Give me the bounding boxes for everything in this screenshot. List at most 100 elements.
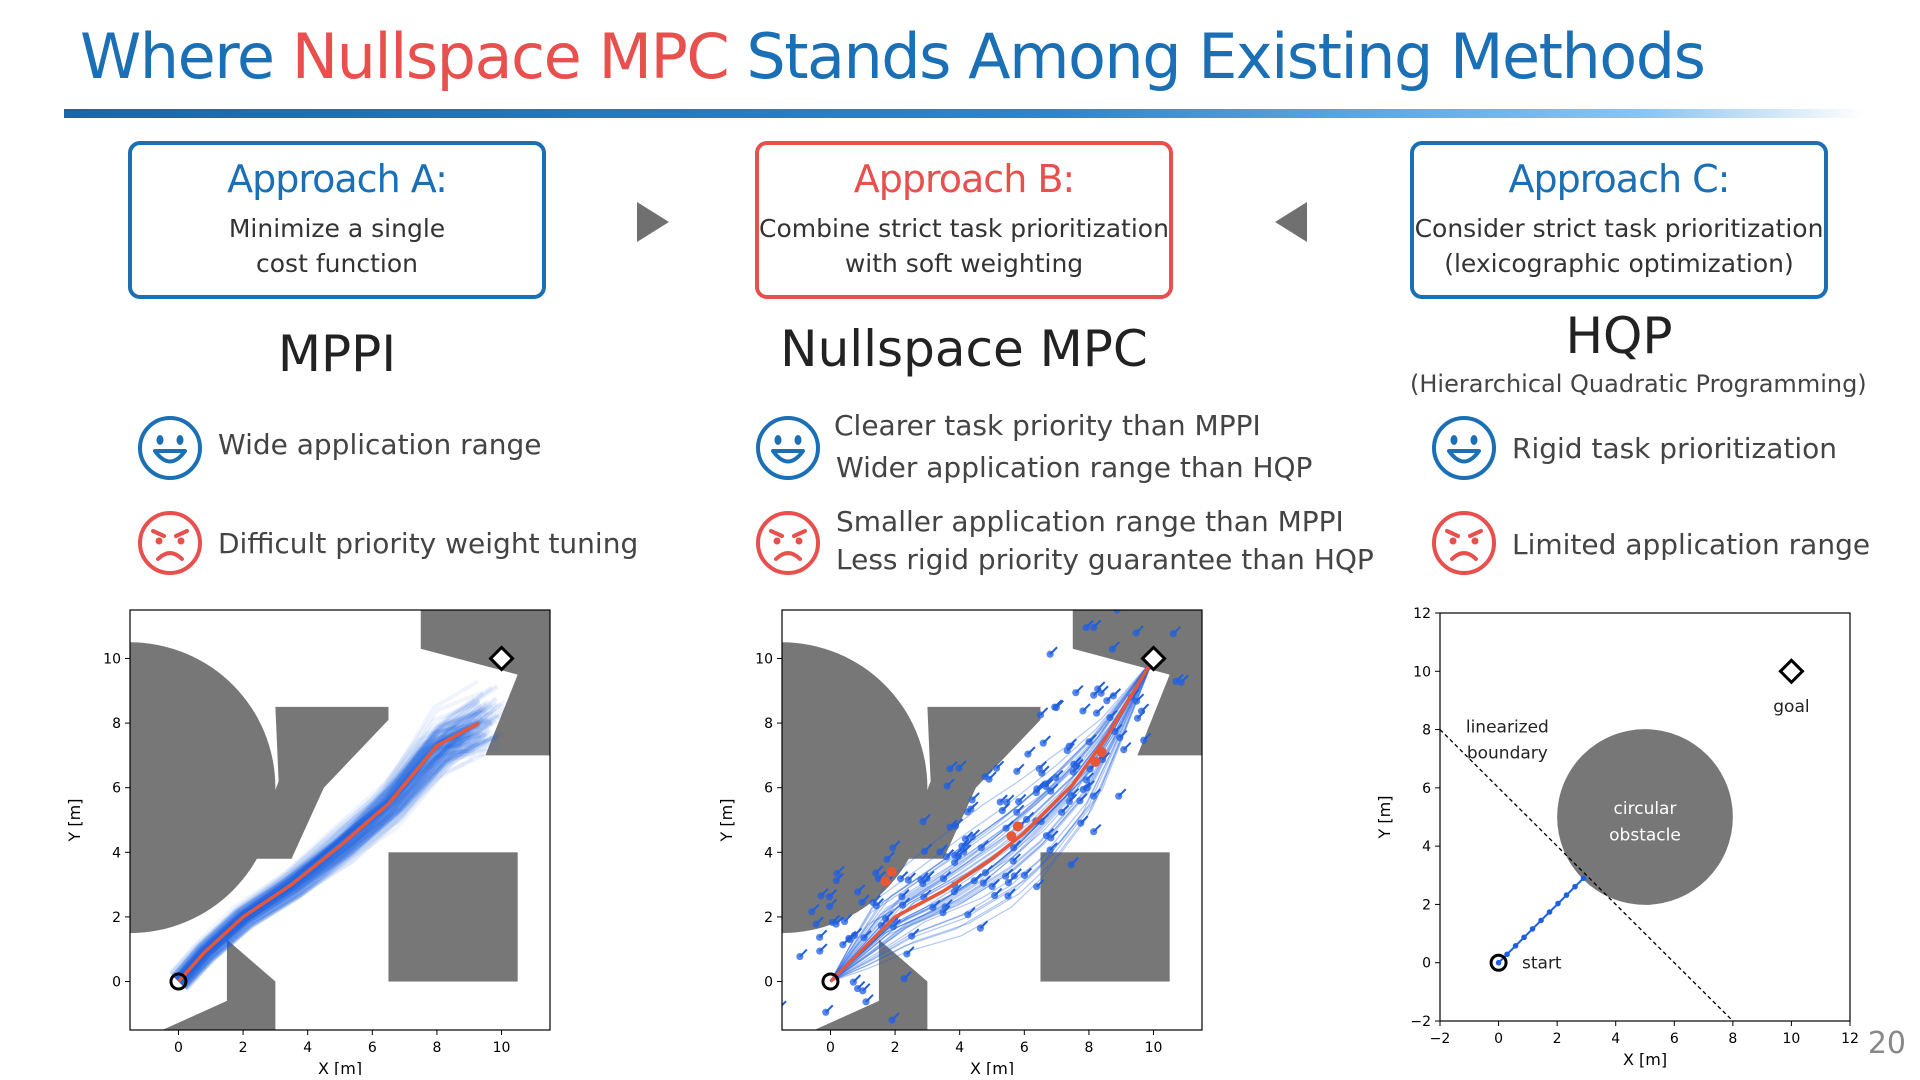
x-tick-label: 8 (432, 1040, 441, 1056)
robot-heading (1114, 723, 1123, 733)
sample-trajectory (169, 708, 483, 976)
robot-heading (1004, 868, 1014, 877)
robot-heading (828, 898, 838, 908)
y-tick-label: 4 (112, 845, 121, 861)
sample-trajectory (179, 707, 497, 986)
robot-heading (946, 778, 955, 787)
robot-heading (1042, 735, 1051, 744)
robot-heading (982, 875, 992, 884)
robot-heading (1070, 857, 1079, 866)
robot-heading (942, 905, 951, 914)
robot-heading (920, 872, 929, 881)
x-tick-label: 6 (1670, 1031, 1679, 1047)
robot-heading (939, 844, 948, 853)
robot-heading (1135, 625, 1144, 634)
approach-c-box: Approach C: Consider strict task priorit… (1410, 141, 1828, 299)
approach-a-box: Approach A: Minimize a single cost functi… (128, 141, 546, 299)
robot-heading (903, 970, 912, 980)
y-tick-label: 8 (764, 716, 773, 732)
robot-heading (1135, 693, 1145, 702)
title-highlight: Nullspace MPC (291, 20, 730, 93)
x-tick-label: 8 (1084, 1040, 1093, 1056)
hqp-con-1: Limited application range (1512, 528, 1871, 561)
hqp-pro-1: Rigid task prioritization (1512, 432, 1838, 465)
linearized-boundary-line (1440, 729, 1734, 1021)
robot-heading (1049, 842, 1058, 851)
robot-heading (973, 873, 983, 882)
robot-heading (825, 1004, 834, 1013)
robot-heading (856, 980, 866, 990)
sample-trajectory (185, 745, 463, 992)
robot-heading (984, 865, 994, 874)
robot-heading (1112, 688, 1122, 697)
y-axis-label: Y [m] (717, 799, 736, 843)
sample-trajectory (172, 724, 482, 979)
robot-heading (1035, 784, 1045, 794)
approach-c-line2: (lexicographic optimization) (1444, 249, 1794, 278)
goal-label: goal (1773, 697, 1809, 717)
nullspace-con-1: Smaller application range than MPPI (836, 505, 1344, 538)
robot-heading (865, 994, 874, 1003)
robot-heading (954, 847, 963, 857)
obstacle-bottom (162, 939, 276, 1030)
x-tick-label: −2 (1430, 1031, 1451, 1047)
circular-obstacle (130, 642, 276, 934)
robot-heading (875, 898, 885, 907)
robot-heading (964, 831, 974, 840)
sample-trajectory (182, 749, 471, 989)
robot-heading (954, 818, 964, 827)
sample-trajectory (830, 658, 1155, 983)
robot-heading (891, 1012, 900, 1021)
robot-heading (848, 931, 858, 941)
sad-face-icon (1432, 511, 1496, 575)
sample-trajectory (173, 703, 483, 980)
sample-trajectory (176, 733, 460, 983)
page-title: Where Nullspace MPC Stands Among Existin… (80, 20, 1706, 93)
robot-heading (971, 829, 980, 838)
sample-trajectory (180, 752, 486, 986)
robot-heading (923, 889, 932, 898)
sample-trajectory (181, 734, 496, 988)
obstacle-top-right (420, 610, 550, 756)
robot-heading (1044, 776, 1054, 785)
robot-heading (892, 919, 902, 928)
sample-trajectory (180, 729, 471, 987)
obstacle-label: obstacle (1609, 825, 1681, 845)
goal-marker (1140, 645, 1167, 672)
sample-trajectory (183, 736, 493, 990)
robot-heading (1036, 781, 1045, 790)
y-tick-label: 8 (1422, 723, 1431, 739)
robot-heading (769, 958, 776, 965)
approach-c-heading: Approach C: (1508, 157, 1731, 201)
sample-trajectory (179, 732, 488, 986)
robot-heading (926, 870, 935, 880)
approach-b-box: Approach B: Combine strict task prioriti… (755, 141, 1173, 299)
sample-trajectory (171, 692, 485, 978)
mppi-plot: 0 2 4 6 8 10 0 2 4 6 8 10 X [m] Y [m] (65, 609, 551, 1075)
plot-frame (781, 609, 1203, 1031)
approach-a-description: Minimize a single cost function (132, 211, 542, 281)
robot-heading (1049, 646, 1058, 655)
robot-heading (1027, 746, 1036, 755)
robot-heading (906, 946, 915, 955)
sample-trajectory (173, 697, 476, 980)
plot-frame (129, 609, 551, 1031)
robot-heading (1119, 729, 1128, 739)
robot-heading (1086, 780, 1095, 789)
x-tick-label: 2 (891, 1040, 900, 1056)
robot-heading (1101, 751, 1111, 761)
sample-trajectory (180, 736, 499, 987)
sample-trajectory (830, 658, 1155, 983)
robot-heading (1109, 709, 1118, 719)
robot-heading (993, 887, 1003, 897)
sample-trajectory (181, 696, 499, 988)
robot-heading (1079, 793, 1088, 802)
robot-heading (1055, 769, 1064, 779)
x-tick-label: 6 (1020, 1040, 1029, 1056)
sample-trajectory (176, 725, 461, 983)
x-axis-label: X [m] (970, 1059, 1014, 1075)
sample-trajectory (175, 701, 478, 982)
sample-trajectory (173, 725, 458, 980)
robot-heading (852, 974, 862, 983)
robot-heading (892, 840, 901, 849)
